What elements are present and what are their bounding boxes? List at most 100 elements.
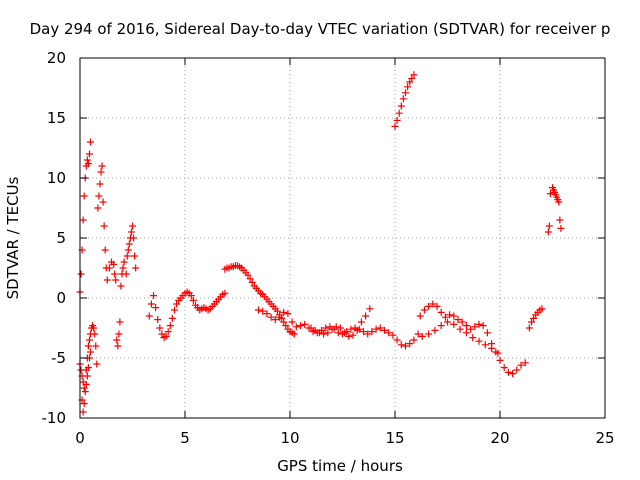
data-point: [297, 322, 304, 330]
data-point: [528, 318, 535, 326]
y-tick-label: -10: [42, 409, 67, 427]
data-point: [120, 258, 128, 266]
data-point: [145, 312, 153, 320]
data-point: [328, 325, 336, 333]
data-point: [84, 342, 92, 350]
data-point: [446, 311, 454, 319]
data-point: [372, 325, 380, 333]
data-point: [100, 222, 108, 230]
data-point: [131, 252, 139, 260]
data-point: [402, 89, 409, 97]
data-point: [418, 332, 426, 340]
data-point: [259, 307, 267, 315]
data-point: [334, 329, 342, 337]
x-tick-label: 20: [490, 429, 509, 447]
y-tick-label: 0: [56, 289, 66, 307]
data-point: [101, 246, 109, 254]
data-point: [127, 228, 135, 236]
data-point: [406, 340, 414, 348]
data-point: [87, 348, 94, 356]
data-point: [345, 332, 353, 340]
data-point: [124, 246, 132, 254]
data-point: [156, 324, 164, 332]
data-point: [117, 282, 125, 290]
data-point: [114, 342, 122, 350]
data-point: [116, 318, 124, 326]
data-point: [513, 366, 521, 374]
y-tick-label: 15: [47, 109, 66, 127]
data-point: [280, 308, 288, 316]
data-point: [404, 83, 412, 91]
data-point: [315, 329, 323, 337]
data-point: [496, 356, 504, 364]
data-point: [462, 329, 470, 337]
data-point: [150, 292, 157, 300]
data-point: [555, 198, 563, 206]
data-point: [364, 330, 372, 338]
data-point: [402, 342, 409, 350]
data-point: [154, 316, 162, 324]
data-point: [546, 190, 554, 198]
data-point: [93, 360, 101, 368]
y-tick-label: 10: [47, 169, 66, 187]
data-point: [399, 95, 407, 103]
data-point: [544, 228, 552, 236]
data-point: [248, 278, 256, 286]
data-point: [280, 318, 288, 326]
data-point: [123, 252, 131, 260]
data-point: [320, 330, 328, 338]
data-point: [336, 324, 344, 332]
data-point: [471, 323, 479, 331]
data-point: [110, 260, 118, 268]
data-point: [132, 264, 140, 272]
data-point: [246, 275, 254, 283]
data-point: [530, 314, 538, 322]
data-point: [255, 306, 262, 314]
data-point: [475, 320, 483, 328]
data-point: [129, 222, 136, 230]
x-tick-label: 15: [385, 429, 404, 447]
data-point: [500, 364, 508, 372]
x-axis-title: GPS time / hours: [277, 457, 403, 475]
data-point: [406, 78, 414, 86]
data-point: [479, 322, 487, 330]
data-point: [130, 234, 138, 242]
data-point: [437, 308, 445, 316]
data-point: [362, 312, 370, 320]
data-point: [112, 276, 120, 284]
data-point: [381, 326, 388, 334]
data-point: [389, 331, 397, 339]
data-point: [433, 302, 441, 310]
data-point: [556, 216, 564, 224]
data-point: [425, 302, 433, 310]
data-point: [347, 325, 355, 333]
data-point: [99, 198, 107, 206]
data-point: [481, 341, 489, 349]
data-point: [221, 289, 229, 297]
data-point: [420, 306, 428, 314]
data-point: [271, 316, 279, 324]
data-point: [290, 330, 298, 338]
data-points: [76, 71, 565, 416]
data-point: [538, 305, 546, 313]
data-point: [94, 204, 102, 212]
y-tick-label: 20: [47, 49, 66, 67]
data-point: [408, 74, 416, 82]
data-point: [521, 359, 529, 367]
grid-lines: [80, 58, 605, 418]
chart-title: Day 294 of 2016, Sidereal Day-to-day VTE…: [30, 20, 611, 38]
data-point: [475, 337, 483, 345]
data-point: [115, 330, 123, 338]
y-tick-label: 5: [56, 229, 66, 247]
data-point: [90, 324, 98, 332]
data-point: [85, 150, 93, 158]
data-point: [391, 122, 399, 130]
data-point: [444, 318, 451, 326]
data-point: [166, 322, 174, 330]
plot-frame: [79, 57, 606, 419]
data-point: [103, 276, 111, 284]
data-point: [469, 334, 477, 342]
data-point: [557, 224, 565, 232]
data-point: [79, 216, 87, 224]
